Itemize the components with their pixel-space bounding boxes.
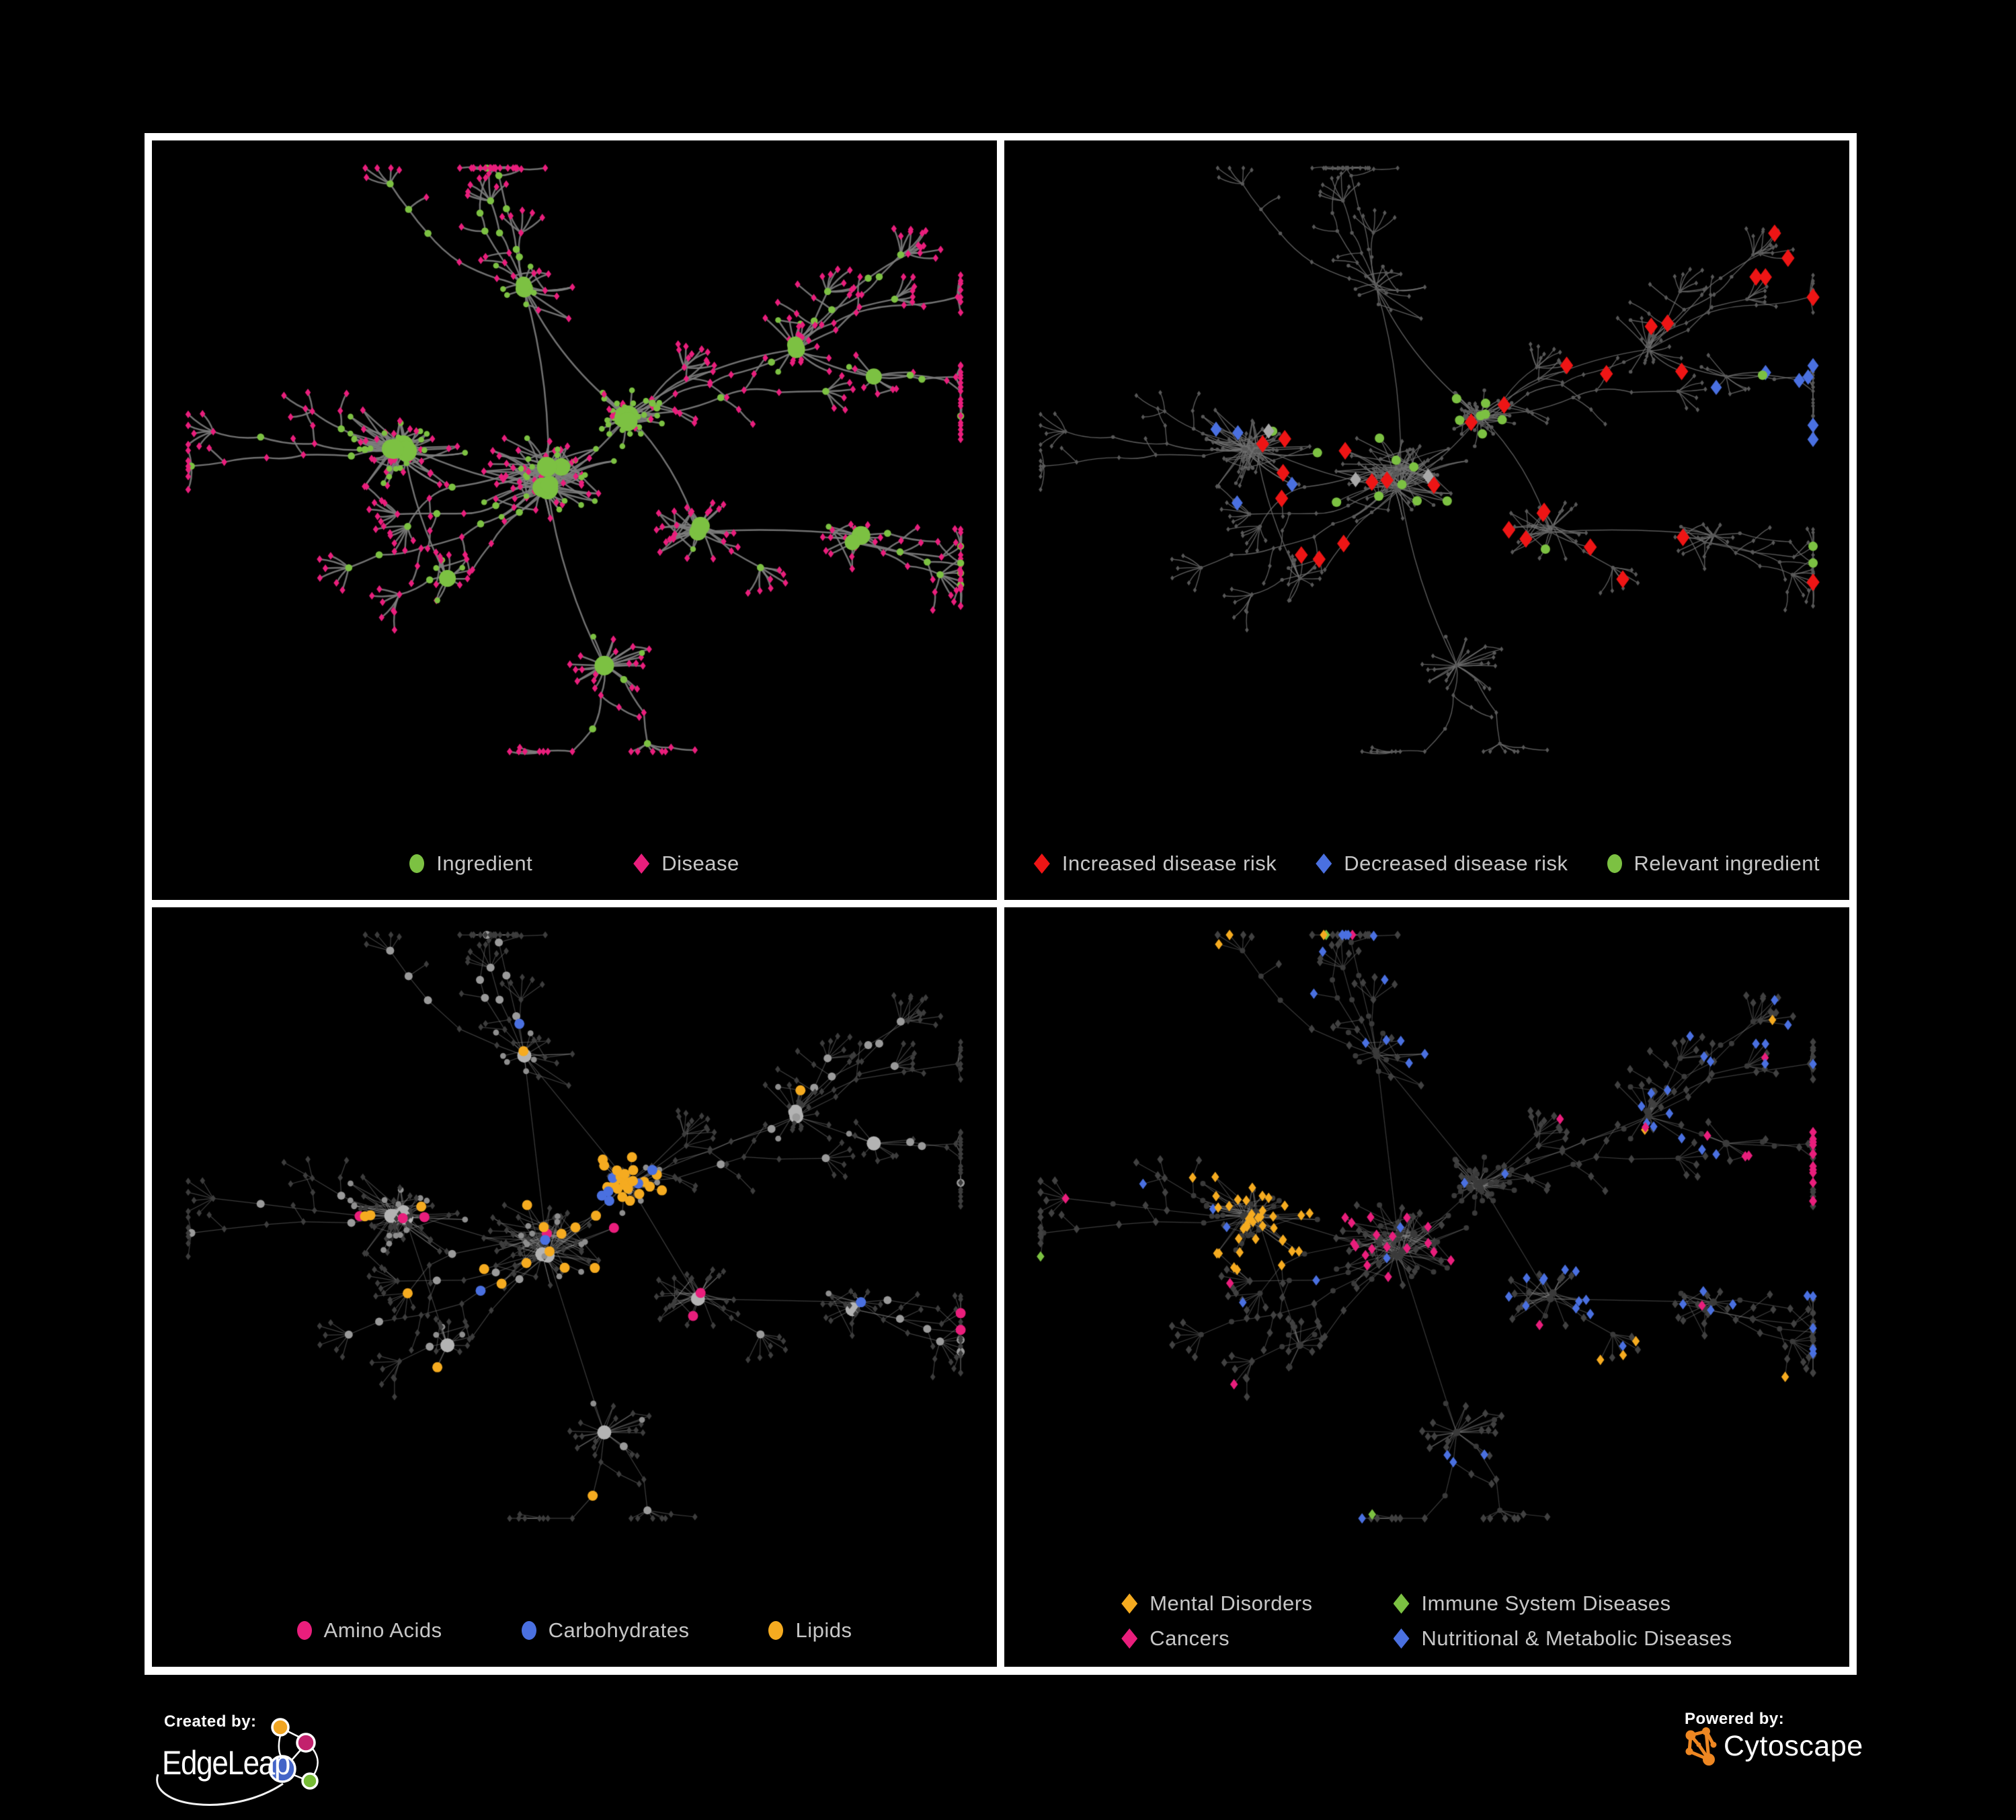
cytoscape-logo-icon (1685, 1727, 1717, 1766)
legend-item: Relevant ingredient (1607, 852, 1820, 876)
legend-label: Increased disease risk (1061, 852, 1277, 875)
panels-frame: Ingredient Disease Increased disease risk… (145, 133, 1857, 1675)
legend-ingredient-disease: Ingredient Disease (152, 852, 997, 876)
legend-label: Disease (661, 852, 739, 875)
panel-disease-risk: Increased disease risk Decreased disease … (1004, 140, 1849, 900)
legend-nutrient-class: Amino Acids Carbohydrates Lipids (152, 1618, 997, 1643)
diamond-swatch-icon (1393, 1594, 1410, 1614)
diamond-swatch-icon (1033, 854, 1050, 874)
legend-item: Nutritional & Metabolic Diseases (1393, 1626, 1732, 1651)
legend-label: Amino Acids (323, 1618, 442, 1642)
network-canvas-disease-risk (1004, 140, 1849, 900)
diamond-swatch-icon (1121, 1594, 1138, 1614)
edgeleap-logo-icon (156, 1718, 319, 1806)
legend-label: Carbohydrates (548, 1618, 690, 1642)
panel-ingredient-disease: Ingredient Disease (152, 140, 997, 900)
legend-item: Disease (633, 852, 739, 876)
circle-swatch-icon (296, 1621, 312, 1640)
circle-swatch-icon (1607, 854, 1622, 873)
diamond-swatch-icon (1316, 854, 1332, 874)
legend-label: Relevant ingredient (1634, 852, 1820, 875)
circle-swatch-icon (409, 854, 425, 873)
diamond-swatch-icon (1393, 1628, 1410, 1649)
panel-nutrient-class: Amino Acids Carbohydrates Lipids (152, 907, 997, 1667)
edgeleap-wordmark: EdgeLeap (162, 1744, 290, 1782)
panel-disease-category: Mental Disorders Immune System Diseases Ca… (1004, 907, 1849, 1667)
circle-swatch-icon (521, 1621, 536, 1640)
legend-disease-risk: Increased disease risk Decreased disease … (1004, 852, 1849, 876)
network-canvas-ingredient-disease (152, 140, 997, 900)
legend-label: Cancers (1150, 1626, 1230, 1650)
powered-by-label: Powered by: (1685, 1710, 1785, 1728)
diamond-swatch-icon (633, 854, 650, 874)
legend-item: Amino Acids (296, 1618, 442, 1643)
network-canvas-disease-category (1004, 907, 1849, 1667)
cytoscape-wordmark: Cytoscape (1724, 1730, 1863, 1762)
legend-item: Cancers (1121, 1626, 1312, 1651)
diamond-swatch-icon (1121, 1628, 1138, 1649)
legend-item: Carbohydrates (521, 1618, 690, 1643)
legend-label: Decreased disease risk (1344, 852, 1568, 875)
legend-label: Immune System Diseases (1421, 1591, 1671, 1615)
network-canvas-nutrient-class (152, 907, 997, 1667)
legend-disease-category: Mental Disorders Immune System Diseases Ca… (1004, 1591, 1849, 1651)
legend-item: Decreased disease risk (1316, 852, 1568, 876)
legend-label: Nutritional & Metabolic Diseases (1421, 1626, 1732, 1650)
legend-item: Immune System Diseases (1393, 1591, 1732, 1616)
legend-item: Lipids (768, 1618, 852, 1643)
circle-swatch-icon (768, 1621, 784, 1640)
legend-item: Increased disease risk (1033, 852, 1277, 876)
legend-label: Ingredient (436, 852, 533, 875)
legend-item: Ingredient (409, 852, 532, 876)
created-by-label: Created by: (164, 1712, 257, 1731)
legend-label: Mental Disorders (1150, 1591, 1313, 1615)
legend-label: Lipids (795, 1618, 852, 1642)
legend-item: Mental Disorders (1121, 1591, 1312, 1616)
